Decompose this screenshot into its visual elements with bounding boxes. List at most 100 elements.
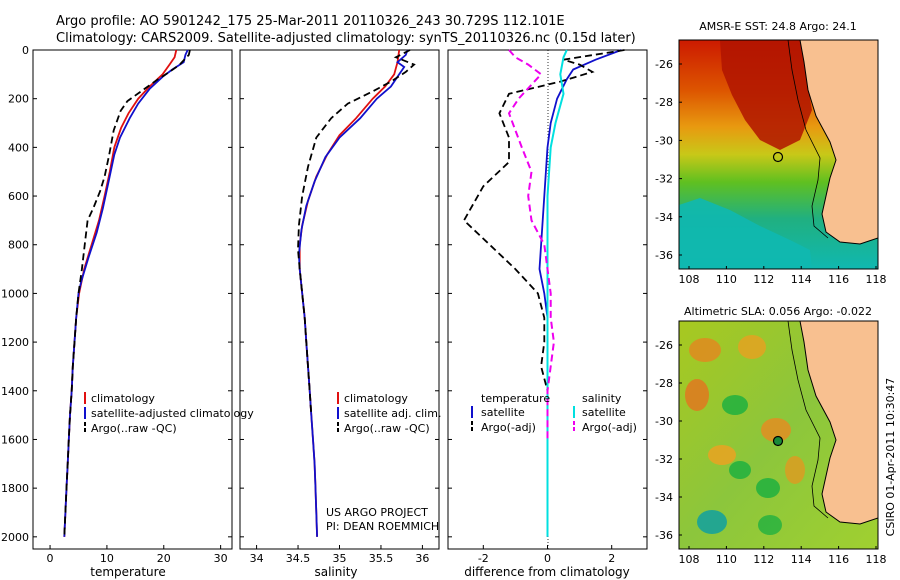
- x-tick-label: 35: [333, 552, 347, 565]
- sla-eddy: [756, 478, 780, 498]
- project-label: US ARGO PROJECT: [326, 506, 428, 519]
- legend-label-sal-argo: Argo(-adj): [582, 421, 637, 434]
- sla-eddy: [738, 335, 766, 359]
- difference-panel: -2 0 2 difference from climatology: [447, 49, 648, 579]
- sla-map-title: Altimetric SLA: 0.056 Argo: -0.022: [684, 305, 872, 318]
- legend-label-argo: Argo(..raw -QC): [344, 422, 430, 435]
- y-tick-label: 800: [8, 239, 29, 252]
- map-x-tick-label: 110: [716, 273, 737, 286]
- map-y-tick-label: -26: [655, 339, 673, 352]
- sst-map-title: AMSR-E SST: 24.8 Argo: 24.1: [699, 20, 857, 33]
- map-x-tick-label: 108: [679, 273, 700, 286]
- legend-label-temp-satellite: satellite: [481, 406, 525, 419]
- map-x-tick-label: 116: [828, 553, 849, 566]
- x-tick-label: 36: [415, 552, 429, 565]
- y-tick-label: 2000: [1, 531, 29, 544]
- x-tick-label: 35.5: [369, 552, 394, 565]
- difference-axis-label: difference from climatology: [464, 565, 630, 579]
- difference-legend: temperature satellite Argo(-adj) salinit…: [471, 392, 637, 434]
- sla-eddy: [697, 510, 727, 534]
- y-tick-label: 400: [8, 141, 29, 154]
- sla-eddy: [708, 445, 736, 465]
- sla-shelf-contour: [787, 321, 829, 519]
- map-x-tick-label: 114: [791, 273, 812, 286]
- salinity-legend: climatology satellite adj. clim. Argo(..…: [337, 392, 441, 435]
- legend-title-temperature: temperature: [481, 392, 550, 405]
- y-tick-label: 200: [8, 93, 29, 106]
- map-x-tick-label: 118: [866, 273, 887, 286]
- x-tick-label: 0: [544, 552, 551, 565]
- series-line: [63, 49, 191, 537]
- sla-argo-marker: [772, 435, 784, 447]
- sla-eddy: [761, 418, 791, 442]
- map-x-tick-label: 112: [753, 553, 774, 566]
- pi-label: PI: DEAN ROEMMICH: [326, 520, 439, 533]
- sla-eddy: [685, 379, 709, 411]
- series-line: [507, 49, 555, 440]
- legend-label-climatology: climatology: [344, 392, 408, 405]
- legend-label-argo: Argo(..raw -QC): [91, 422, 177, 435]
- y-tick-label: 1200: [1, 336, 29, 349]
- sla-map: Altimetric SLA: 0.056 Argo: -0.022 108 11…: [655, 305, 886, 566]
- legend-label-climatology: climatology: [91, 392, 155, 405]
- sst-coastline: [799, 40, 878, 245]
- series-line: [297, 49, 409, 537]
- series-line: [63, 49, 189, 537]
- sla-eddy: [722, 395, 748, 415]
- legend-title-salinity: salinity: [582, 392, 622, 405]
- header-line-1: Argo profile: AO 5901242_175 25-Mar-2011…: [56, 14, 565, 29]
- warm-core-patch: [720, 40, 812, 150]
- y-tick-label: 1400: [1, 385, 29, 398]
- sla-eddy: [785, 456, 805, 484]
- map-y-tick-label: -34: [655, 211, 673, 224]
- series-line: [63, 49, 178, 537]
- map-y-tick-label: -30: [655, 134, 673, 147]
- x-tick-label: 0: [47, 552, 54, 565]
- map-x-tick-label: 110: [716, 553, 737, 566]
- series-line: [462, 49, 625, 440]
- salinity-axes-frame: [239, 49, 440, 550]
- map-y-tick-label: -28: [655, 96, 673, 109]
- y-tick-label: 1600: [1, 433, 29, 446]
- sst-land: [800, 40, 878, 244]
- header-line-2: Climatology: CARS2009. Satellite-adjuste…: [56, 31, 636, 46]
- map-x-tick-label: 118: [866, 553, 887, 566]
- sst-map: AMSR-E SST: 24.8 Argo: 24.1 108 110 112 114…: [655, 20, 886, 286]
- salinity-panel: 34 34.5 35 35.5 36 salinity: [239, 49, 440, 579]
- y-tick-label: 1800: [1, 482, 29, 495]
- salinity-axis-label: salinity: [314, 565, 357, 579]
- series-line: [297, 49, 416, 416]
- map-y-tick-label: -36: [655, 529, 673, 542]
- legend-label-temp-argo: Argo(-adj): [481, 421, 536, 434]
- y-tick-label: 1000: [1, 287, 29, 300]
- map-x-tick-label: 114: [791, 553, 812, 566]
- temperature-axis-label: temperature: [90, 565, 165, 579]
- timestamp-label: CSIRO 01-Apr-2011 10:30:47: [884, 378, 897, 537]
- map-y-tick-label: -26: [655, 58, 673, 71]
- sst-shelf-contour: [787, 40, 829, 239]
- x-tick-label: 2: [608, 552, 615, 565]
- x-tick-label: 34.5: [286, 552, 311, 565]
- map-y-tick-label: -28: [655, 377, 673, 390]
- x-tick-label: 34: [250, 552, 264, 565]
- map-y-tick-label: -32: [655, 173, 673, 186]
- legend-label-satellite-adjusted: satellite-adjusted climatology: [91, 407, 254, 420]
- sla-eddy: [758, 515, 782, 535]
- y-tick-label: 0: [22, 44, 29, 57]
- map-y-tick-label: -36: [655, 249, 673, 262]
- legend-label-satellite: satellite adj. clim.: [344, 407, 441, 420]
- sla-map-frame: [678, 320, 879, 550]
- map-x-tick-label: 116: [828, 273, 849, 286]
- sst-map-frame: [678, 39, 879, 270]
- temperature-legend: climatology satellite-adjusted climatolo…: [84, 392, 254, 435]
- sst-argo-marker: [772, 151, 784, 163]
- map-x-tick-label: 112: [753, 273, 774, 286]
- map-y-tick-label: -30: [655, 415, 673, 428]
- x-tick-label: 10: [100, 552, 114, 565]
- y-tick-label: 600: [8, 190, 29, 203]
- sla-land: [800, 321, 878, 524]
- temperature-panel: 0 10 20 30 0 200 400 600 800 1000 1200 1400 1600 1800…: [1, 44, 233, 579]
- cool-patch: [679, 198, 812, 269]
- x-tick-label: -2: [478, 552, 489, 565]
